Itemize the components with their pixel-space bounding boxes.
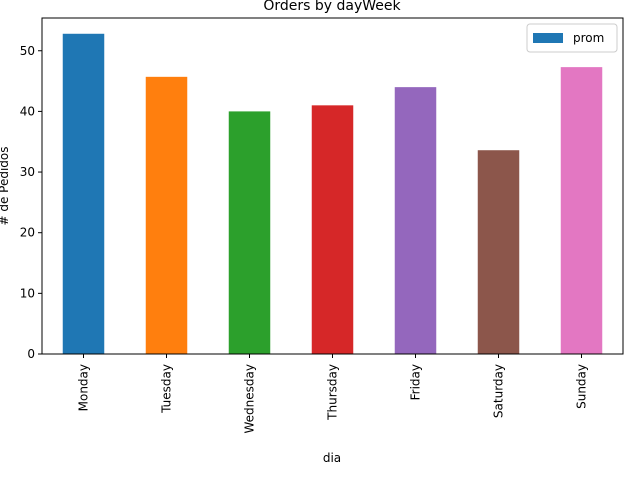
legend-label-prom: prom [573,31,604,45]
y-tick-label: 0 [27,347,35,361]
x-tick-label-wednesday: Wednesday [243,364,257,433]
y-tick-label: 20 [20,226,35,240]
x-tick-label-sunday: Sunday [575,364,589,409]
bar-saturday [477,150,520,354]
bar-sunday [560,67,603,354]
y-axis-label: # de Pedidos [0,146,11,225]
x-tick-label-friday: Friday [409,364,423,400]
y-tick-label: 40 [20,104,35,118]
bar-friday [394,87,437,354]
y-axis: 0 10 20 30 40 50 [20,44,42,361]
x-tick-label-saturday: Saturday [492,364,506,418]
legend: prom [526,23,618,53]
x-tick-label-monday: Monday [77,364,91,411]
plot-area [41,17,624,355]
bar-monday [62,33,105,355]
x-tick-label-thursday: Thursday [326,364,340,421]
legend-frame [526,23,618,53]
y-tick-label: 10 [20,286,35,300]
x-axis: Monday Tuesday Wednesday Thursday Friday Satu… [77,354,589,433]
x-tick-label-tuesday: Tuesday [160,364,174,414]
y-tick-label: 30 [20,165,35,179]
bar-tuesday [145,76,188,354]
bars-group [62,33,603,355]
chart-title: Orders by dayWeek [263,0,401,14]
legend-swatch-prom [533,33,563,43]
y-tick-label: 50 [20,44,35,58]
x-axis-label: dia [323,451,341,465]
bar-thursday [311,105,354,354]
bar-wednesday [228,111,271,355]
